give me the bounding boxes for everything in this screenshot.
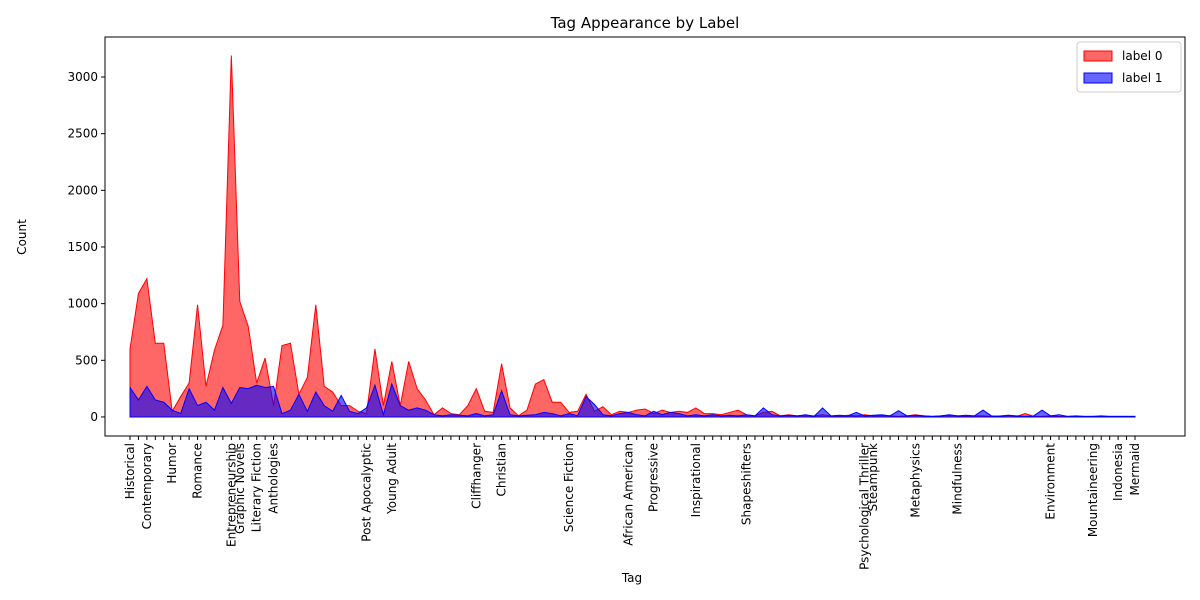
- x-tick-label: Indonesia: [1111, 443, 1125, 501]
- legend-label: label 1: [1122, 71, 1162, 85]
- x-tick-label: Contemporary: [140, 443, 154, 529]
- plot-frame: [104, 36, 1186, 437]
- x-tick-label: Metaphysics: [908, 443, 922, 518]
- x-tick-label: Post Apocalyptic: [359, 443, 373, 542]
- x-tick-label: Literary Fiction: [250, 443, 264, 532]
- x-tick-label: Historical: [123, 443, 137, 499]
- y-tick-label: 2500: [67, 127, 98, 141]
- x-tick-label: Anthologies: [267, 443, 281, 514]
- x-tick-label: Mermaid: [1128, 443, 1142, 495]
- x-tick-label: Cliffhanger: [469, 443, 483, 509]
- x-tick-label: Psychological Thriller: [858, 443, 872, 570]
- area: [129, 55, 1136, 418]
- legend-swatch: [1083, 72, 1113, 84]
- x-tick-label: Young Adult: [385, 443, 399, 515]
- x-tick-label: Mindfulness: [951, 443, 965, 515]
- x-tick-label: Environment: [1044, 443, 1058, 520]
- x-tick-label: African American: [621, 443, 635, 546]
- area: [129, 382, 1136, 418]
- y-tick-label: 0: [90, 410, 98, 424]
- legend-swatch: [1083, 50, 1113, 62]
- legend-label: label 0: [1122, 49, 1162, 63]
- y-axis-label: Count: [15, 219, 29, 255]
- y-tick-label: 3000: [67, 70, 98, 84]
- x-tick-label: Christian: [495, 443, 509, 497]
- y-tick-label: 1000: [67, 297, 98, 311]
- x-tick-label: Entrepreneurship: [224, 443, 238, 547]
- x-tick-label: Steampunk: [866, 443, 880, 512]
- x-axis-label: Tag: [621, 571, 642, 585]
- x-tick-label: Romance: [191, 443, 205, 499]
- x-tick-label: Shapeshifters: [740, 443, 754, 525]
- x-tick-label: Graphic Novels: [233, 443, 247, 534]
- y-tick-label: 1500: [67, 240, 98, 254]
- y-tick-label: 2000: [67, 183, 98, 197]
- x-tick-label: Science Fiction: [562, 443, 576, 532]
- chart-title: Tag Appearance by Label: [550, 14, 740, 32]
- y-tick-label: 500: [75, 353, 98, 367]
- x-tick-label: Inspirational: [689, 443, 703, 517]
- x-tick-label: Humor: [165, 443, 179, 484]
- x-tick-label: Progressive: [647, 443, 661, 512]
- x-tick-label: Mountaineering: [1086, 443, 1100, 537]
